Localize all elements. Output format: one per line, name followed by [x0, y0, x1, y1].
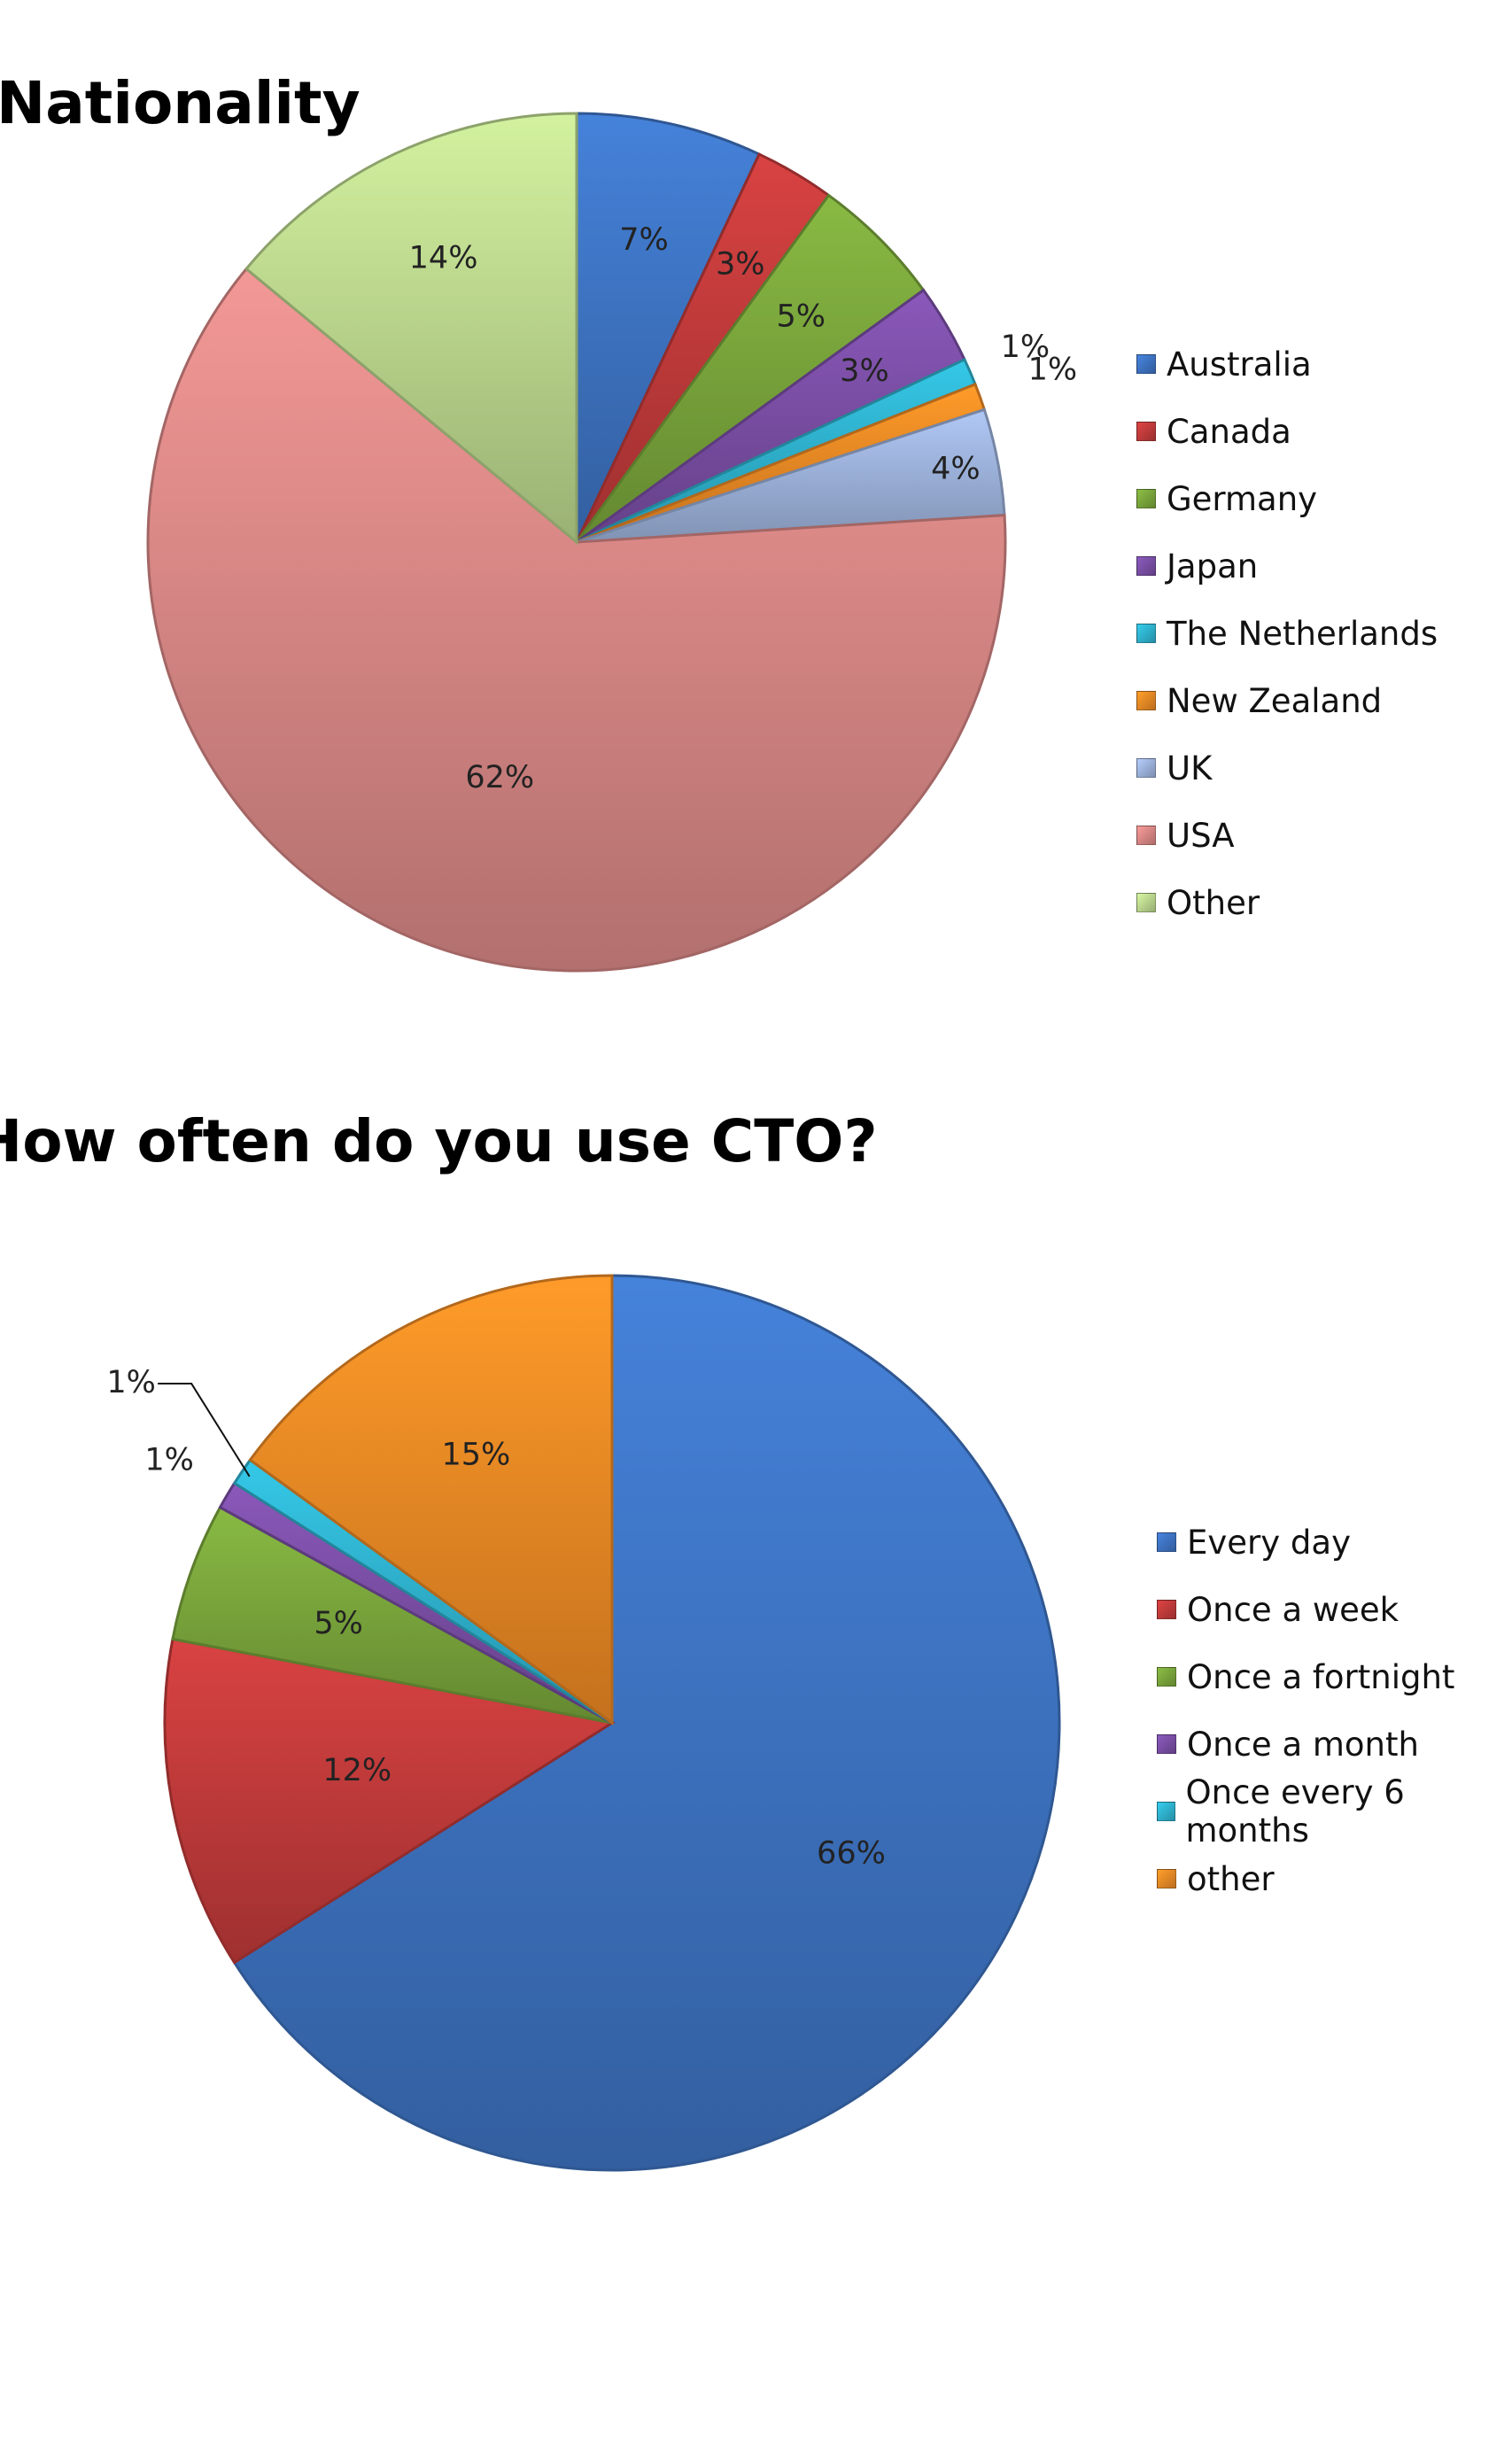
- legend-swatch-germany: [1136, 489, 1156, 508]
- legend-swatch-once-a-week: [1157, 1600, 1176, 1619]
- legend-label-other: Other: [1167, 883, 1260, 922]
- legend-label-uk: UK: [1167, 748, 1213, 787]
- pie-slice-once-a-week: [163, 1637, 616, 1965]
- pie-slice-once-a-fortnight: [171, 1505, 613, 1725]
- data-label-usa: 62%: [465, 760, 534, 795]
- legend-swatch-usa: [1136, 826, 1156, 845]
- legend-label-once-every-6-months: Once every 6 months: [1185, 1773, 1405, 1850]
- legend-swatch-other: [1136, 893, 1156, 912]
- pie-slice-germany: [575, 193, 926, 544]
- legend-item-germany: Germany: [1136, 465, 1438, 532]
- legend-swatch-australia: [1136, 354, 1156, 374]
- data-label-new-zealand: 1%: [1028, 353, 1078, 388]
- legend-swatch-once-a-fortnight: [1157, 1667, 1176, 1687]
- data-label-other: 15%: [441, 1438, 510, 1473]
- data-label-once-a-week: 12%: [322, 1753, 392, 1788]
- legend-label-every-day: Every day: [1187, 1523, 1351, 1562]
- legend-swatch-once-a-month: [1157, 1734, 1176, 1754]
- legend-label-australia: Australia: [1167, 345, 1312, 384]
- legend-swatch-other: [1157, 1869, 1176, 1888]
- data-label-once-a-month: 1%: [144, 1442, 194, 1477]
- legend-item-once-a-fortnight: Once a fortnight: [1157, 1643, 1512, 1710]
- legend-swatch-new-zealand: [1136, 691, 1156, 710]
- legend-item-once-a-month: Once a month: [1157, 1710, 1512, 1778]
- legend-label-usa: USA: [1167, 816, 1235, 855]
- legend-item-other: Other: [1136, 869, 1438, 936]
- legend-swatch-japan: [1136, 556, 1156, 576]
- legend-nationality: Australia Canada Germany Japan The Netherlan…: [1136, 330, 1438, 936]
- pie-slice-other: [244, 112, 578, 546]
- legend-label-the-netherlands: The Netherlands: [1167, 614, 1438, 653]
- data-label-the-netherlands: 1%: [1001, 330, 1051, 365]
- legend-swatch-once-every-6-months: [1157, 1802, 1175, 1821]
- legend-swatch-every-day: [1157, 1532, 1176, 1552]
- data-label-germany: 5%: [776, 299, 826, 335]
- data-label-canada: 3%: [716, 247, 765, 283]
- legend-item-australia: Australia: [1136, 330, 1438, 398]
- legend-label-once-a-month: Once a month: [1187, 1725, 1419, 1764]
- legend-usage-frequency: Every day Once a week Once a fortnight Once…: [1157, 1508, 1512, 1912]
- data-label-once-a-fortnight: 5%: [314, 1606, 363, 1641]
- leader-line-once-every-6-months: [158, 1383, 251, 1477]
- legend-item-other: other: [1157, 1845, 1512, 1912]
- legend-label-once-a-fortnight: Once a fortnight: [1187, 1657, 1455, 1696]
- legend-item-uk: UK: [1136, 734, 1438, 802]
- pie-slice-australia: [575, 112, 762, 543]
- legend-item-once-a-week: Once a week: [1157, 1576, 1512, 1643]
- data-label-japan: 3%: [840, 353, 889, 389]
- legend-label-once-a-week: Once a week: [1187, 1590, 1400, 1629]
- pie-slice-usa: [146, 267, 1007, 973]
- pie-chart-nationality: 7% 3% 5% 3% 1%1% 4% 62% 14%: [146, 112, 1078, 973]
- legend-label-japan: Japan: [1167, 547, 1259, 586]
- legend-item-canada: Canada: [1136, 398, 1438, 465]
- legend-item-japan: Japan: [1136, 532, 1438, 600]
- data-label-other: 14%: [409, 240, 478, 275]
- legend-label-other: other: [1187, 1859, 1275, 1898]
- pie-chart-usage-frequency: 66% 12% 5% 1% 1% 15%: [106, 1274, 1061, 2172]
- legend-swatch-the-netherlands: [1136, 624, 1156, 643]
- legend-item-every-day: Every day: [1157, 1508, 1512, 1576]
- legend-label-canada: Canada: [1167, 412, 1291, 451]
- pie-slice-other: [248, 1274, 614, 1726]
- legend-item-the-netherlands: The Netherlands: [1136, 600, 1438, 667]
- data-label-australia: 7%: [619, 222, 669, 258]
- data-label-once-every-6-months: 1%: [106, 1365, 156, 1400]
- chart-title-usage-frequency: How often do you use CTO?: [0, 1107, 878, 1175]
- legend-item-once-every-6-months: Once every 6 months: [1157, 1773, 1512, 1850]
- data-label-uk: 4%: [931, 451, 981, 486]
- data-label-every-day: 66%: [817, 1835, 886, 1871]
- legend-label-germany: Germany: [1167, 479, 1318, 518]
- pie-slice-every-day: [232, 1274, 1061, 2172]
- legend-swatch-canada: [1136, 422, 1156, 441]
- chart-title-nationality: Nationality: [0, 69, 361, 137]
- legend-item-usa: USA: [1136, 802, 1438, 869]
- legend-item-new-zealand: New Zealand: [1136, 667, 1438, 734]
- legend-swatch-uk: [1136, 758, 1156, 778]
- legend-label-new-zealand: New Zealand: [1167, 681, 1383, 720]
